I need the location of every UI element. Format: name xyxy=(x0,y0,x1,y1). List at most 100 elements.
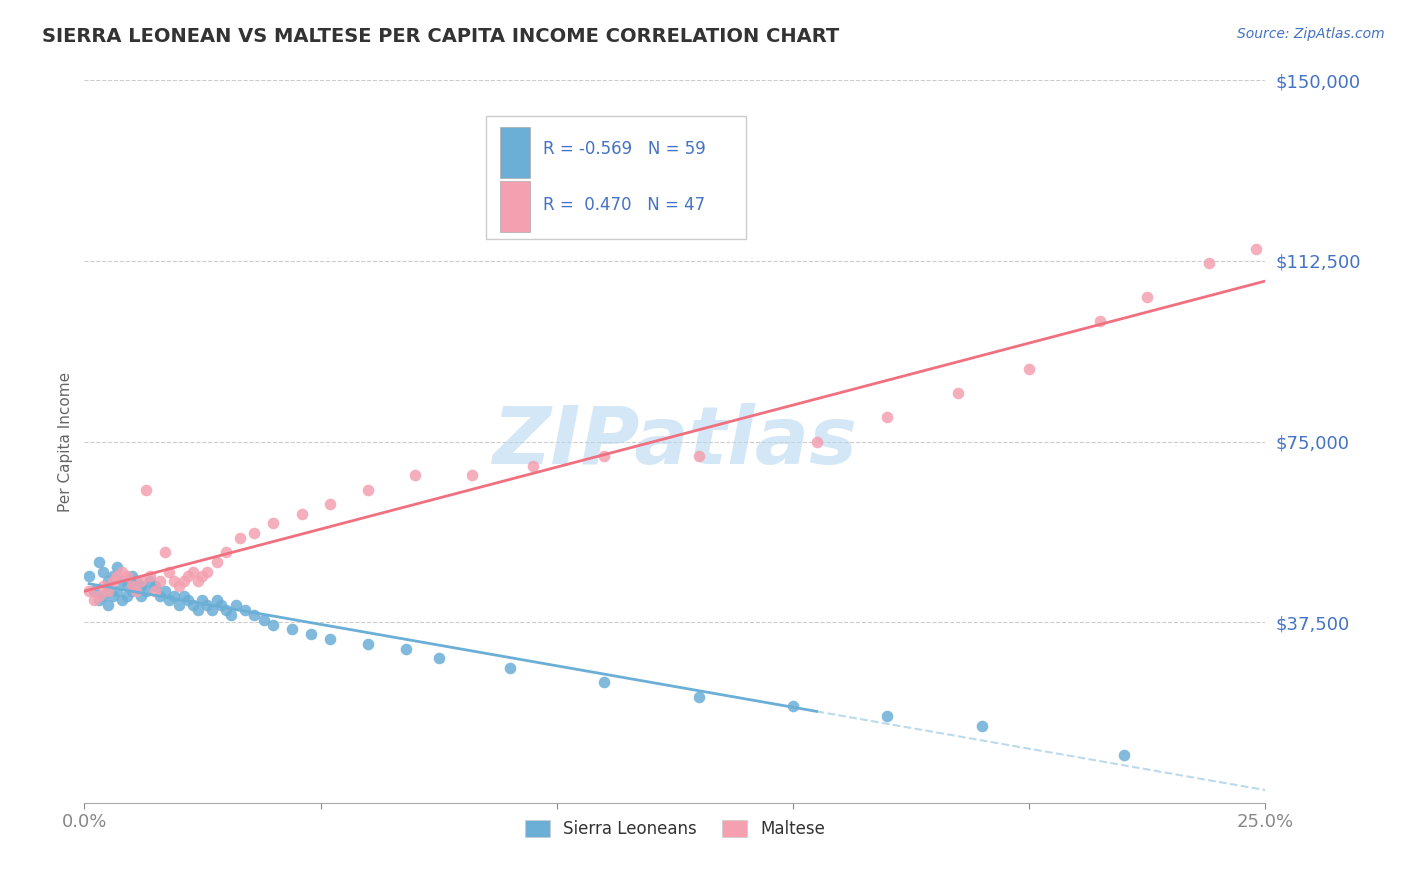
Point xyxy=(593,675,616,690)
FancyBboxPatch shape xyxy=(486,116,745,239)
Point xyxy=(111,574,134,589)
Point xyxy=(107,559,129,574)
Point xyxy=(593,449,616,463)
Point xyxy=(201,603,224,617)
Point xyxy=(215,603,238,617)
Point xyxy=(87,593,110,607)
Point xyxy=(77,583,100,598)
Point xyxy=(243,607,266,622)
Point xyxy=(1244,242,1267,256)
Point xyxy=(157,593,180,607)
Point xyxy=(205,555,228,569)
Point xyxy=(243,526,266,541)
Point xyxy=(97,583,120,598)
Point xyxy=(97,579,120,593)
FancyBboxPatch shape xyxy=(501,181,530,232)
Point xyxy=(177,569,200,583)
Point xyxy=(111,593,134,607)
Point xyxy=(461,468,484,483)
Point xyxy=(970,719,993,733)
Point xyxy=(404,468,426,483)
Point xyxy=(191,593,214,607)
Point xyxy=(135,583,157,598)
Point xyxy=(191,569,214,583)
Point xyxy=(167,579,190,593)
Point xyxy=(319,497,342,511)
Point xyxy=(121,579,143,593)
Point xyxy=(135,483,157,497)
Point xyxy=(153,545,176,559)
Point xyxy=(121,569,143,583)
Point xyxy=(291,507,314,521)
Point xyxy=(83,593,105,607)
Point xyxy=(782,699,804,714)
Point xyxy=(876,410,898,425)
Point xyxy=(233,603,256,617)
Point xyxy=(181,599,204,613)
Point xyxy=(115,569,138,583)
Point xyxy=(153,583,176,598)
Point xyxy=(149,574,172,589)
Point xyxy=(107,583,129,598)
Point xyxy=(101,574,124,589)
Point xyxy=(121,583,143,598)
Point xyxy=(167,599,190,613)
Text: R = -0.569   N = 59: R = -0.569 N = 59 xyxy=(543,140,706,158)
Point xyxy=(173,574,195,589)
Point xyxy=(225,599,247,613)
Point xyxy=(115,579,138,593)
Point xyxy=(281,623,304,637)
Point xyxy=(522,458,544,473)
Point xyxy=(177,593,200,607)
Point xyxy=(262,617,284,632)
Text: ZIPatlas: ZIPatlas xyxy=(492,402,858,481)
Point xyxy=(181,565,204,579)
Point xyxy=(253,613,276,627)
Point xyxy=(215,545,238,559)
Y-axis label: Per Capita Income: Per Capita Income xyxy=(58,371,73,512)
Point xyxy=(149,589,172,603)
Point xyxy=(77,569,100,583)
Point xyxy=(125,583,148,598)
Point xyxy=(195,565,218,579)
Point xyxy=(91,579,114,593)
Point xyxy=(948,386,970,401)
Point xyxy=(1136,290,1159,304)
Point xyxy=(163,589,186,603)
Point xyxy=(1112,747,1135,762)
Point xyxy=(1198,256,1220,270)
Point xyxy=(143,579,166,593)
Point xyxy=(115,589,138,603)
Legend: Sierra Leoneans, Maltese: Sierra Leoneans, Maltese xyxy=(517,814,832,845)
Point xyxy=(299,627,322,641)
Point xyxy=(195,599,218,613)
Point xyxy=(262,516,284,531)
Point xyxy=(101,569,124,583)
Point xyxy=(319,632,342,646)
Point xyxy=(209,599,232,613)
Point xyxy=(157,565,180,579)
Point xyxy=(101,589,124,603)
Point xyxy=(107,569,129,583)
Point xyxy=(173,589,195,603)
Point xyxy=(187,603,209,617)
Point xyxy=(91,565,114,579)
Point xyxy=(143,583,166,598)
Point xyxy=(357,637,380,651)
Point xyxy=(129,589,152,603)
Point xyxy=(394,641,416,656)
Point xyxy=(97,599,120,613)
Point xyxy=(688,449,710,463)
Point xyxy=(357,483,380,497)
Point xyxy=(87,555,110,569)
Point xyxy=(97,574,120,589)
Point xyxy=(125,574,148,589)
Text: R =  0.470   N = 47: R = 0.470 N = 47 xyxy=(543,195,704,213)
FancyBboxPatch shape xyxy=(501,128,530,178)
Point xyxy=(688,690,710,704)
Point xyxy=(427,651,450,665)
Point xyxy=(139,574,162,589)
Point xyxy=(1088,314,1111,328)
Point xyxy=(219,607,242,622)
Point xyxy=(87,589,110,603)
